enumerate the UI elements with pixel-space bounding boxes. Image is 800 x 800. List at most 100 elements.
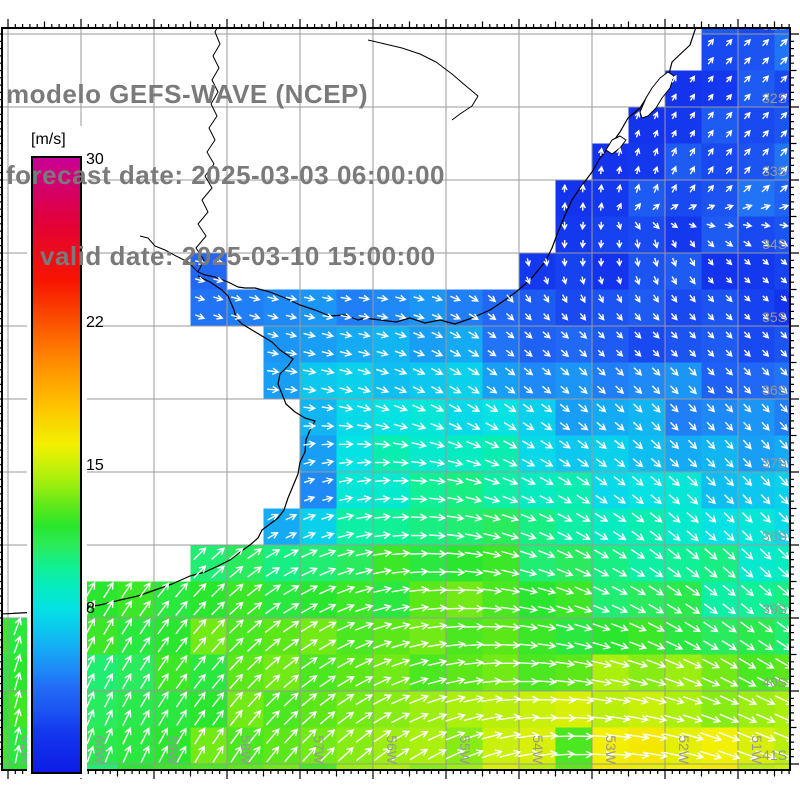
graticule-layer <box>3 29 789 769</box>
speed-cell <box>336 581 374 619</box>
speed-cell <box>336 399 374 436</box>
speed-cell <box>482 472 520 509</box>
speed-cell <box>336 654 374 692</box>
speed-cell <box>701 107 739 144</box>
speed-cell <box>738 29 775 35</box>
model-title: modelo GEFS-WAVE (NCEP) <box>6 79 369 109</box>
speed-cell <box>592 326 629 363</box>
speed-cell <box>300 545 337 582</box>
lat-label: 39S <box>762 601 787 617</box>
lat-label: 33S <box>762 163 787 179</box>
speed-cell <box>482 326 520 363</box>
speed-cell <box>8 764 45 769</box>
speed-cell <box>738 654 775 692</box>
speed-cell <box>81 618 118 655</box>
speed-cell <box>482 545 520 582</box>
speed-cell <box>117 691 155 728</box>
speed-cell <box>482 508 520 546</box>
speed-cell <box>519 691 556 728</box>
speed-cell <box>446 399 483 436</box>
speed-cell <box>263 326 301 363</box>
speed-cell <box>519 764 556 769</box>
speed-cell <box>190 253 228 290</box>
speed-cell <box>738 107 775 144</box>
border-ticks <box>0 19 799 779</box>
speed-cell <box>409 326 447 363</box>
speed-cell <box>227 764 264 769</box>
coastline-path <box>367 39 479 121</box>
speed-cell <box>628 253 666 290</box>
speed-cell <box>774 107 789 144</box>
speed-cell <box>628 289 666 327</box>
speed-cell <box>154 727 191 765</box>
speed-cell <box>154 764 191 769</box>
speed-cell <box>482 764 520 769</box>
speed-cell <box>592 180 629 217</box>
lon-label: 54W <box>530 735 546 765</box>
speed-cell <box>373 362 410 400</box>
lat-label: 37S <box>762 455 787 471</box>
speed-cell <box>446 654 483 692</box>
wind-arrow-layer <box>13 38 789 764</box>
speed-cell <box>701 289 739 327</box>
speed-cell <box>300 472 337 509</box>
speed-cell <box>774 399 789 436</box>
speed-cell <box>738 143 775 181</box>
graticule-lines <box>3 29 789 769</box>
speed-cell <box>555 289 593 327</box>
coastline-layer <box>3 29 696 615</box>
speed-cell <box>446 326 483 363</box>
speed-cell <box>628 326 666 363</box>
speed-cell <box>336 618 374 655</box>
colorbar <box>31 156 82 774</box>
colorbar-tick-label: 22 <box>86 314 104 332</box>
speed-cell <box>628 764 666 769</box>
lat-label: 40S <box>762 674 787 690</box>
lat-label: 34S <box>762 236 787 252</box>
speed-cell <box>519 727 556 765</box>
speed-cell <box>555 654 593 692</box>
speed-cell <box>336 362 374 400</box>
speed-cell <box>482 581 520 619</box>
speed-cell <box>774 472 789 509</box>
speed-cell <box>519 472 556 509</box>
speed-cell <box>701 70 739 108</box>
speed-cell <box>555 326 593 363</box>
speed-cell <box>774 508 789 546</box>
speed-cell <box>701 180 739 217</box>
speed-cell <box>154 691 191 728</box>
speed-cell <box>373 764 410 769</box>
coastline-path <box>3 275 316 615</box>
speed-cell <box>482 435 520 473</box>
lon-label: 55W <box>457 735 473 765</box>
speed-cell <box>336 472 374 509</box>
coastline-path <box>195 29 221 273</box>
lat-label: 32S <box>762 90 787 106</box>
speed-cell <box>336 289 374 327</box>
lat-label: 41S <box>762 747 787 763</box>
speed-cell <box>701 29 739 35</box>
speed-cell <box>409 435 447 473</box>
speed-cell <box>665 326 702 363</box>
speed-cell <box>300 764 337 769</box>
speed-cell <box>409 727 447 765</box>
speed-cell <box>592 691 629 728</box>
speed-cell <box>117 727 155 765</box>
speed-cell <box>3 618 9 655</box>
speed-cell <box>555 253 593 290</box>
speed-cell <box>592 289 629 327</box>
speed-cell <box>300 362 337 400</box>
lat-label: 35S <box>762 309 787 325</box>
speed-cell <box>482 289 520 327</box>
speed-cell <box>300 399 337 436</box>
speed-cell <box>446 362 483 400</box>
speed-cell <box>409 618 447 655</box>
lon-label: 57W <box>311 735 327 765</box>
speed-cell <box>519 435 556 473</box>
speed-cell <box>117 764 155 769</box>
lon-label: 60W <box>92 735 108 765</box>
lat-label: 38S <box>762 528 787 544</box>
speed-cell <box>336 764 374 769</box>
speed-cell <box>738 216 775 254</box>
